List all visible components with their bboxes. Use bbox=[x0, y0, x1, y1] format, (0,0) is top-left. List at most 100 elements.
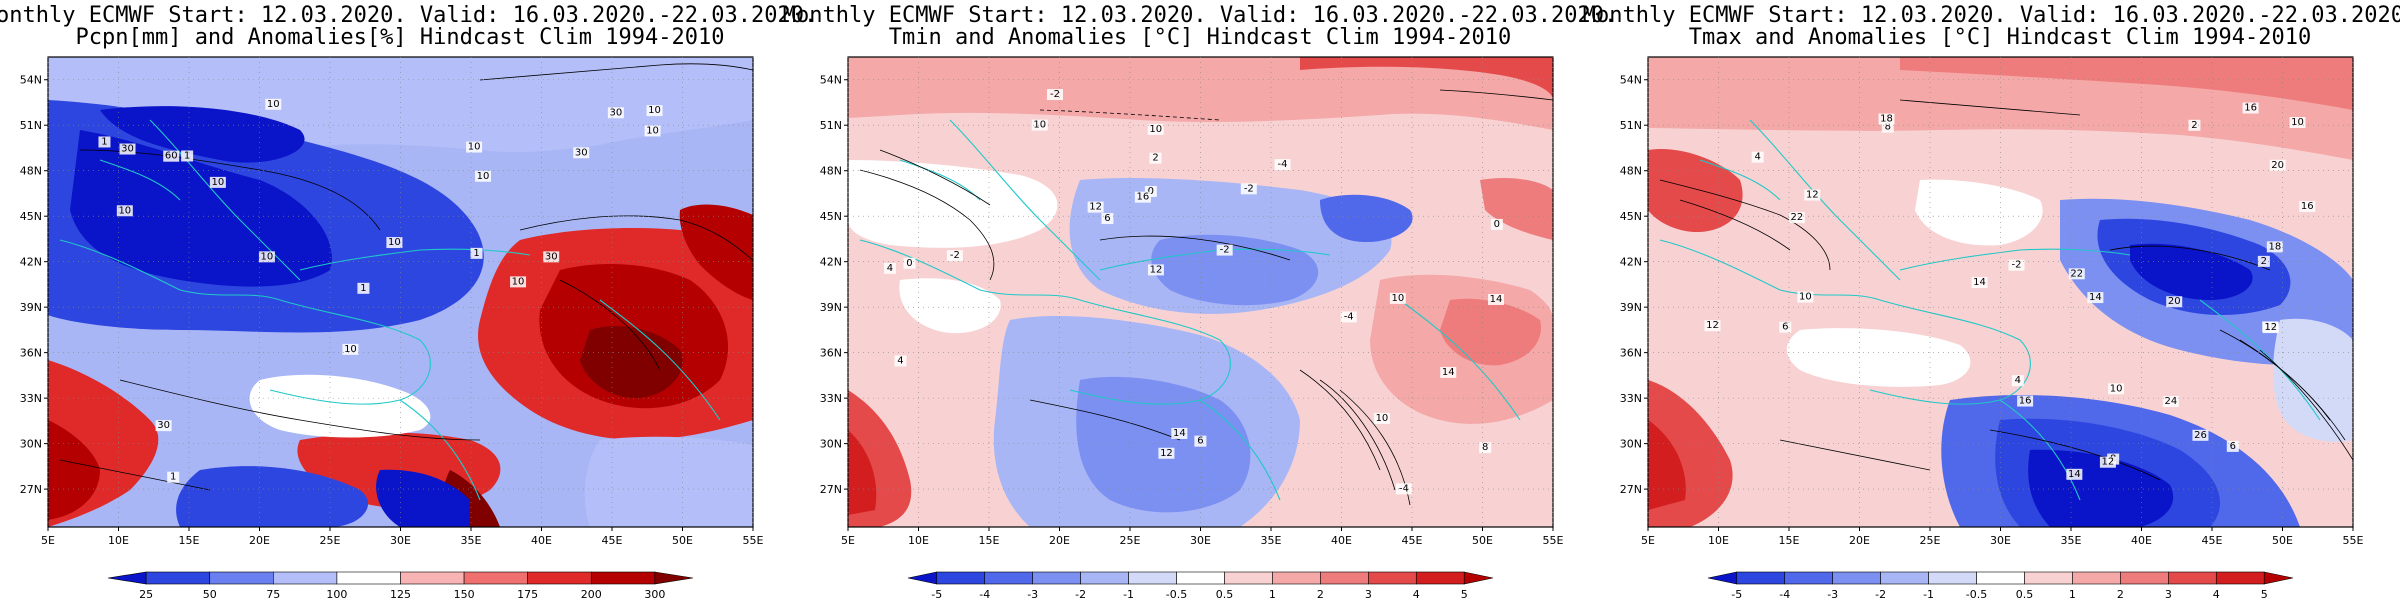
contour-label: 6 bbox=[2230, 441, 2236, 452]
colorbar-label: -1 bbox=[1923, 588, 1934, 600]
contour-label: 10 bbox=[267, 99, 280, 110]
lon-tick-label: 20E bbox=[249, 534, 270, 547]
lon-tick-label: 30E bbox=[1990, 534, 2011, 547]
colorbar-swatch bbox=[1128, 571, 1177, 585]
lat-tick-label: 54N bbox=[20, 74, 42, 87]
contour-label: 16 bbox=[2244, 103, 2257, 114]
colorbar-swatch bbox=[145, 571, 211, 585]
contour-label: 12 bbox=[1150, 264, 1163, 275]
lat-tick-label: 27N bbox=[820, 483, 842, 496]
contour-label: 10 bbox=[512, 276, 525, 287]
colorbar-swatch bbox=[1080, 571, 1129, 585]
lon-tick-label: 50E bbox=[2272, 534, 2293, 547]
lon-tick-label: 55E bbox=[743, 534, 764, 547]
colorbar-label: 150 bbox=[454, 588, 475, 600]
colorbar-swatch bbox=[590, 571, 656, 585]
contour-label-bg bbox=[2068, 268, 2085, 280]
lon-tick-label: 15E bbox=[979, 534, 1000, 547]
colorbar-label: -3 bbox=[1827, 588, 1838, 600]
lat-tick-label: 36N bbox=[820, 347, 842, 360]
contour-label: 1 bbox=[184, 150, 190, 161]
contour-label-bg bbox=[2066, 468, 2083, 480]
contour-label: 14 bbox=[2068, 469, 2081, 480]
lat-tick-label: 48N bbox=[820, 165, 842, 178]
contour-label: 22 bbox=[1790, 212, 1803, 223]
lat-tick-label: 30N bbox=[1620, 438, 1642, 451]
colorbar-swatch bbox=[984, 571, 1033, 585]
colorbar-label: -4 bbox=[979, 588, 990, 600]
contour-label-bg bbox=[119, 143, 136, 155]
lat-tick-label: 51N bbox=[1620, 119, 1642, 132]
contour-label: 10 bbox=[261, 251, 274, 262]
colorbar-swatch bbox=[1784, 571, 1833, 585]
contour-label-bg bbox=[466, 141, 483, 153]
tmax-title-line1: Monthly ECMWF Start: 12.03.2020. Valid: … bbox=[1583, 3, 2400, 28]
colorbar-label: 25 bbox=[139, 588, 153, 600]
lon-tick-label: 10E bbox=[108, 534, 129, 547]
lat-tick-label: 45N bbox=[1620, 210, 1642, 223]
contour-label-bg bbox=[2299, 200, 2316, 212]
colorbar-label: -0.5 bbox=[1966, 588, 1987, 600]
contour-label-bg bbox=[1101, 213, 1114, 225]
colorbar-label: 0.5 bbox=[1216, 588, 1234, 600]
contour-label: 24 bbox=[2164, 396, 2177, 407]
contour-label: 14 bbox=[2089, 292, 2102, 303]
contour-label-bg bbox=[1031, 119, 1048, 131]
contour-label: 30 bbox=[609, 107, 622, 118]
contour-label: 10 bbox=[1391, 293, 1404, 304]
pcpn-title-line2: Pcpn[mm] and Anomalies[%] Hindcast Clim … bbox=[75, 25, 724, 50]
colorbar-swatch bbox=[1415, 571, 1465, 585]
contour-label-bg bbox=[1751, 151, 1764, 163]
colorbar-label: 200 bbox=[581, 588, 602, 600]
lat-tick-label: 51N bbox=[20, 119, 42, 132]
contour-label: 10 bbox=[646, 125, 659, 136]
colorbar-swatch bbox=[2215, 571, 2265, 585]
colorbar-label: 75 bbox=[266, 588, 280, 600]
contour-label-bg bbox=[607, 107, 624, 119]
colorbar-swatch bbox=[1272, 571, 1321, 585]
colorbar-swatch bbox=[2024, 571, 2073, 585]
contour-label: -4 bbox=[1278, 159, 1288, 170]
lat-tick-label: 42N bbox=[20, 256, 42, 269]
contour-label-bg bbox=[646, 105, 663, 117]
colorbar-label: -2 bbox=[1875, 588, 1886, 600]
lon-tick-label: 15E bbox=[179, 534, 200, 547]
lat-tick-label: 33N bbox=[1620, 392, 1642, 405]
lon-tick-label: 50E bbox=[672, 534, 693, 547]
contour-label: 0 bbox=[906, 258, 912, 269]
contour-label-bg bbox=[1147, 123, 1164, 135]
contour-label-bg bbox=[1340, 311, 1357, 323]
tmin-lon-ticks: 5E 10E 15E 20E 25E 30E 35E 40E 45E 50E 55E bbox=[841, 527, 1564, 547]
contour-label: 12 bbox=[2264, 322, 2277, 333]
tmax-lat-ticks: 54N 51N 48N 45N 42N 39N 36N 33N 30N 27N bbox=[1620, 74, 1648, 496]
lat-tick-label: 48N bbox=[1620, 165, 1642, 178]
tmin-title-line2: Tmin and Anomalies [°C] Hindcast Clim 19… bbox=[889, 25, 1512, 50]
contour-label-bg bbox=[1046, 89, 1063, 101]
lon-tick-label: 50E bbox=[1472, 534, 1493, 547]
colorbar-label: -0.5 bbox=[1166, 588, 1187, 600]
pcpn-lon-ticks: 5E 10E 15E 20E 25E 30E 35E 40E 45E 50E 55E bbox=[41, 527, 764, 547]
lon-tick-label: 40E bbox=[531, 534, 552, 547]
contour-label-bg bbox=[1389, 292, 1406, 304]
tmax-gridlines bbox=[1647, 57, 2354, 527]
lon-tick-label: 25E bbox=[1920, 534, 1941, 547]
contour-label-bg bbox=[1779, 321, 1792, 333]
lon-tick-label: 5E bbox=[1641, 534, 1655, 547]
contour-label: 1 bbox=[473, 248, 479, 259]
contour-label-bg bbox=[1240, 183, 1257, 195]
colorbar-label: -3 bbox=[1027, 588, 1038, 600]
colorbar-label: -2 bbox=[1075, 588, 1086, 600]
contour-label-bg bbox=[470, 247, 483, 259]
tmax-coastlines bbox=[1659, 119, 2321, 501]
contour-label-bg bbox=[1479, 442, 1492, 454]
colorbar-label: 125 bbox=[390, 588, 411, 600]
contour-label: 12 bbox=[2102, 457, 2115, 468]
lon-tick-label: 45E bbox=[2202, 534, 2223, 547]
contour-label-bg bbox=[2262, 322, 2279, 334]
tmax-colorbar: -5 -4 -3 -2 -1 -0.5 0.5 1 2 3 4 5 bbox=[1707, 571, 2294, 600]
colorbar-swatch bbox=[527, 571, 592, 585]
colorbar-label: 5 bbox=[2261, 588, 2268, 600]
contour-label-bg bbox=[265, 98, 282, 110]
lat-tick-label: 51N bbox=[820, 119, 842, 132]
colorbar-swatch bbox=[2168, 571, 2217, 585]
